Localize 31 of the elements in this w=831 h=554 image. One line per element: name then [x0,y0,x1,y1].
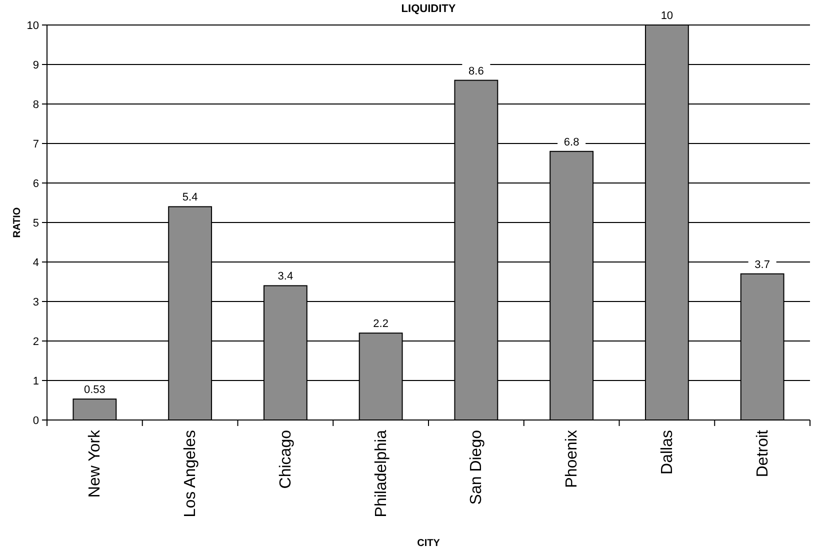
x-tick-label: Phoenix [564,430,581,488]
y-tick-label: 2 [32,336,39,348]
y-axis-title: RATIO [12,207,23,238]
bar [72,398,117,420]
y-tick-label: 3 [32,296,39,308]
x-tick-label: Chicago [277,430,294,489]
y-tick-label: 9 [32,60,39,72]
y-tick-label: 0 [32,415,39,427]
data-label: 3.4 [278,270,294,283]
y-tick-label: 7 [32,138,39,150]
data-label: 5.4 [182,192,198,204]
y-tick-label: 5 [32,218,39,230]
y-tick-label: 10 [26,20,39,32]
y-tick-label: 8 [32,99,39,111]
chart-title: LIQUIDITY [401,3,456,15]
data-label: 6.8 [564,136,580,148]
y-tick-label: 6 [32,178,39,190]
data-label: 3.7 [754,258,770,271]
x-tick-label: San Diego [468,430,486,505]
y-tick-label: 4 [32,257,39,269]
x-tick-label: Dallas [658,430,676,474]
data-label: 8.6 [468,65,484,78]
x-tick-label: Los Angeles [182,430,200,518]
x-tick-label: Philadelphia [372,430,390,518]
x-axis-title: CITY [417,538,440,549]
data-label: 10 [660,10,674,22]
x-tick-label: New York [86,429,104,498]
data-label: 2.2 [373,318,388,330]
data-label: 0.53 [84,384,106,396]
x-tick-label: Detroit [754,429,772,478]
y-tick-label: 1 [32,376,39,388]
